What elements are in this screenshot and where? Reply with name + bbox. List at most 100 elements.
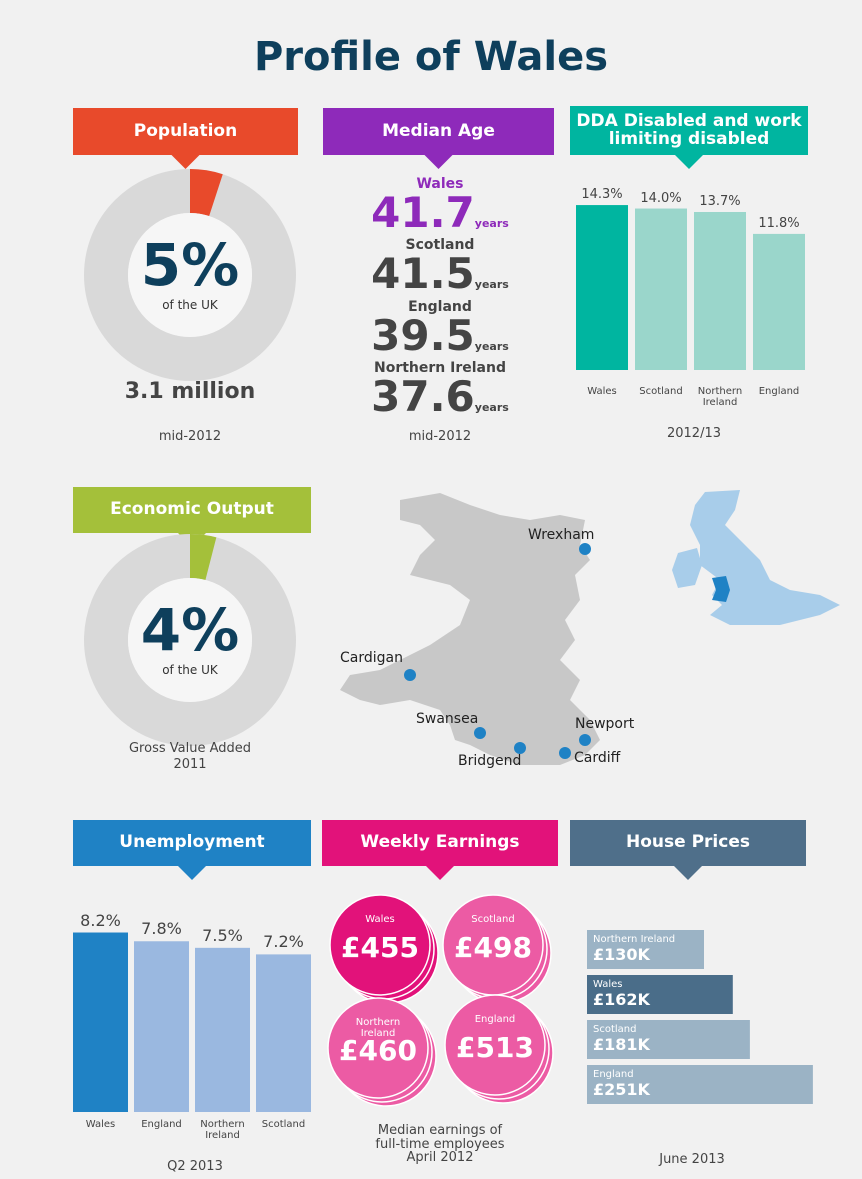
age-country: Northern Ireland (374, 360, 506, 376)
bar-value-label: 7.5% (202, 925, 243, 945)
header-banner (322, 820, 558, 866)
coin (329, 894, 431, 996)
age-line: 39.5years (320, 311, 560, 360)
header-notch (424, 155, 453, 169)
bar (134, 941, 189, 1112)
header-notch (426, 866, 454, 880)
coin-value: £498 (454, 931, 532, 964)
bar-category: Scotland (639, 386, 683, 397)
bar (195, 947, 250, 1112)
bar-category: Northern Ireland (200, 1119, 245, 1141)
header-banner (570, 106, 808, 155)
age-unit: years (474, 340, 509, 353)
coin-name: Northern Ireland (355, 1017, 401, 1039)
donut-share (190, 169, 223, 217)
donut-center (128, 213, 252, 337)
age-value: 41.7 (371, 188, 475, 237)
gva-note: Gross Value Added (128, 741, 251, 756)
header-banner (570, 820, 806, 866)
header-text: Economic Output (110, 499, 274, 520)
header-banner (323, 108, 554, 155)
city-dot (514, 742, 526, 754)
bar-value-label: 7.8% (141, 919, 182, 939)
header-notch (178, 866, 206, 880)
hbar (587, 930, 704, 969)
bar (256, 954, 311, 1112)
hbar-category: Scotland (593, 1024, 637, 1035)
population-total: 3.1 million (124, 379, 256, 404)
header-notch (674, 866, 702, 880)
population-period: mid-2012 (158, 429, 222, 444)
age-unit: years (474, 401, 509, 414)
header-banner (73, 487, 311, 533)
bar-category: England (141, 1119, 182, 1130)
header-notch (171, 155, 200, 169)
header-banner (73, 820, 311, 866)
age-value: 39.5 (371, 311, 475, 360)
city-label: Cardiff (574, 750, 621, 766)
bar-value-label: 7.2% (263, 932, 304, 952)
city-dot (579, 543, 591, 555)
bar (753, 233, 805, 370)
hbar (587, 1020, 750, 1059)
bar-category: Northern Ireland (697, 386, 743, 408)
hbar-value: £251K (593, 1080, 650, 1099)
header-text: House Prices (626, 832, 750, 853)
age-line: 41.7years (320, 188, 560, 237)
city-dot (579, 734, 591, 746)
bar-category: Scotland (261, 1119, 306, 1130)
earnings-caption: Median earnings of full-time employees A… (375, 1123, 505, 1166)
header-text: Unemployment (119, 832, 265, 853)
city-label: Cardigan (340, 650, 403, 666)
uk-map (690, 490, 840, 625)
coin-value: £460 (339, 1034, 417, 1067)
coin-name: England (474, 1014, 516, 1025)
gva-period: 2011 (173, 757, 207, 772)
city-label: Swansea (416, 711, 479, 727)
coin-value: £513 (456, 1031, 534, 1064)
bar-value-label: 14.0% (640, 190, 682, 206)
coin-name: Wales (365, 914, 395, 925)
title: Profile of Wales (253, 34, 609, 80)
header-banner (73, 108, 298, 155)
city-dot (404, 669, 416, 681)
hbar-category: Northern Ireland (593, 934, 676, 945)
donut-value: 4% (140, 596, 240, 664)
age-value: 41.5 (371, 249, 475, 298)
coin-name: Scotland (471, 914, 515, 925)
bar (694, 211, 746, 370)
city-label: Newport (575, 716, 635, 732)
city-label: Wrexham (528, 527, 595, 543)
age-unit: years (474, 278, 509, 291)
bar-value-label: 11.8% (758, 215, 800, 231)
bar-category: Wales (85, 1119, 116, 1130)
age-country: Wales (416, 176, 464, 192)
age-line: 37.6years (320, 374, 560, 419)
donut-center (128, 578, 252, 702)
coin-value: £455 (341, 931, 419, 964)
bar-category: England (758, 386, 800, 397)
city-dot (559, 747, 571, 759)
hbar-value: £130K (593, 945, 650, 964)
hbar-category: England (593, 1069, 634, 1080)
donut-share (190, 534, 217, 580)
donut-caption: of the UK (162, 663, 218, 677)
hbar (587, 1065, 813, 1104)
house-period: June 2013 (659, 1152, 725, 1167)
coin (444, 994, 546, 1096)
bar-category: Wales (587, 386, 617, 397)
bar-value-label: 14.3% (581, 187, 623, 203)
wales-map (340, 493, 600, 765)
age-country: Scotland (405, 237, 475, 253)
coin (327, 997, 429, 1099)
age-country: England (408, 299, 472, 315)
hbar-category: Wales (593, 979, 623, 990)
bar-value-label: 8.2% (80, 910, 121, 930)
header-notch (675, 155, 703, 169)
ireland-map (672, 548, 702, 588)
hbar-value: £181K (593, 1035, 650, 1054)
header-text: Population (133, 120, 238, 141)
bar (635, 208, 687, 370)
